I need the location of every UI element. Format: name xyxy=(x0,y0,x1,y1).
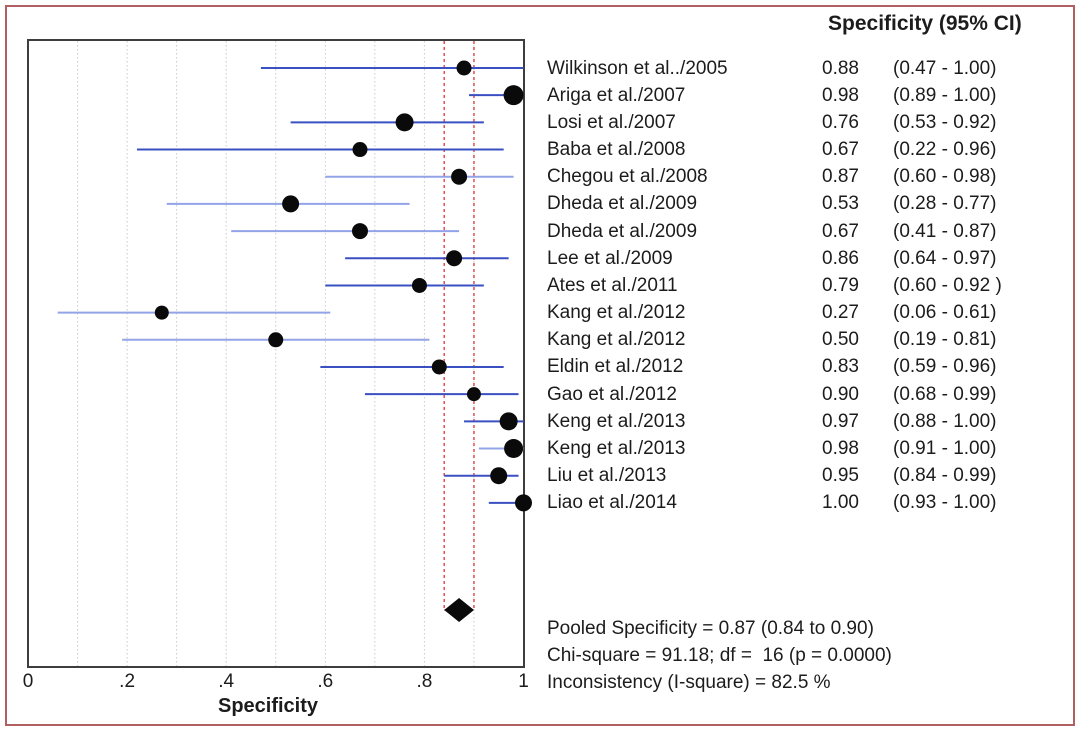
study-point-marker xyxy=(395,113,414,132)
study-label: Losi et al./2007 xyxy=(547,111,676,133)
study-ci: (0.53 - 0.92) xyxy=(893,111,997,133)
study-label: Keng et al./2013 xyxy=(547,410,686,432)
study-label: Eldin et al./2012 xyxy=(547,356,684,378)
study-ci: (0.28 - 0.77) xyxy=(893,193,997,215)
study-point-marker xyxy=(456,60,472,76)
study-point-marker xyxy=(504,439,524,459)
study-ci: (0.41 - 0.87) xyxy=(893,220,997,242)
x-tick-label: .4 xyxy=(218,671,235,692)
study-point-marker xyxy=(503,85,524,106)
study-point-marker xyxy=(154,305,169,320)
study-point-marker xyxy=(490,467,508,485)
study-ci: (0.68 - 0.99) xyxy=(893,383,997,405)
study-estimate: 0.86 xyxy=(822,247,859,269)
study-estimate: 0.79 xyxy=(822,274,859,296)
study-estimate: 0.76 xyxy=(822,111,859,133)
chi-square-line: Chi-square = 91.18; df = 16 (p = 0.0000) xyxy=(547,645,892,666)
x-tick-label: 1 xyxy=(518,671,529,692)
study-ci: (0.60 - 0.98) xyxy=(893,166,997,188)
study-estimate: 0.98 xyxy=(822,438,859,460)
study-estimate: 0.90 xyxy=(822,383,859,405)
column-header-specificity-ci: Specificity (95% CI) xyxy=(828,12,1022,35)
study-ci: (0.84 - 0.99) xyxy=(893,465,997,487)
study-estimate: 0.83 xyxy=(822,356,859,378)
study-point-marker xyxy=(431,359,447,375)
study-ci: (0.19 - 0.81) xyxy=(893,329,997,351)
pooled-diamond xyxy=(444,598,474,622)
study-estimate: 0.98 xyxy=(822,84,859,106)
study-label: Ariga et al./2007 xyxy=(547,84,686,106)
pooled-specificity-line: Pooled Specificity = 0.87 (0.84 to 0.90) xyxy=(547,618,874,639)
study-label: Liao et al./2014 xyxy=(547,492,677,514)
study-estimate: 0.67 xyxy=(822,139,859,161)
study-label: Dheda et al./2009 xyxy=(547,220,698,242)
study-estimate: 0.27 xyxy=(822,302,859,324)
study-ci: (0.47 - 1.00) xyxy=(893,57,997,79)
study-ci: (0.06 - 0.61) xyxy=(893,302,997,324)
study-point-marker xyxy=(411,277,427,293)
study-estimate: 0.88 xyxy=(822,57,859,79)
study-point-marker xyxy=(446,250,463,267)
x-tick-label: .2 xyxy=(119,671,136,692)
study-point-marker xyxy=(499,412,518,431)
pooled-summary: Pooled Specificity = 0.87 (0.84 to 0.90)… xyxy=(547,615,892,696)
x-tick-label: .6 xyxy=(317,671,334,692)
study-label: Chegou et al./2008 xyxy=(547,166,708,188)
x-axis-title: Specificity xyxy=(217,695,319,717)
study-ci: (0.64 - 0.97) xyxy=(893,247,997,269)
study-point-marker xyxy=(515,494,532,512)
x-tick-label: .8 xyxy=(416,671,433,692)
study-label: Gao et al./2012 xyxy=(547,383,677,405)
study-ci: (0.89 - 1.00) xyxy=(893,84,997,106)
study-ci: (0.88 - 1.00) xyxy=(893,410,997,432)
study-estimate: 0.53 xyxy=(822,193,859,215)
plot-box xyxy=(27,39,525,668)
study-label: Kang et al./2012 xyxy=(547,329,686,351)
study-point-marker xyxy=(268,332,284,348)
study-ci: (0.93 - 1.00) xyxy=(893,492,997,514)
study-label: Lee et al./2009 xyxy=(547,247,673,269)
study-ci: (0.60 - 0.92 ) xyxy=(893,274,1002,296)
study-point-marker xyxy=(451,168,468,185)
study-point-marker xyxy=(351,223,368,240)
study-estimate: 0.97 xyxy=(822,410,859,432)
study-estimate: 0.50 xyxy=(822,329,859,351)
study-label: Wilkinson et al../2005 xyxy=(547,57,728,79)
figure-border xyxy=(5,5,1075,726)
study-label: Ates et al./2011 xyxy=(547,274,678,296)
study-label: Keng et al./2013 xyxy=(547,438,686,460)
study-label: Liu et al./2013 xyxy=(547,465,667,487)
study-point-marker xyxy=(466,387,481,402)
inconsistency-line: Inconsistency (I-square) = 82.5 % xyxy=(547,672,831,693)
study-estimate: 0.95 xyxy=(822,465,859,487)
study-ci: (0.91 - 1.00) xyxy=(893,438,997,460)
study-estimate: 1.00 xyxy=(822,492,859,514)
study-ci: (0.59 - 0.96) xyxy=(893,356,997,378)
study-label: Baba et al./2008 xyxy=(547,139,686,161)
x-tick-label: 0 xyxy=(22,671,34,692)
study-estimate: 0.87 xyxy=(822,166,859,188)
study-point-marker xyxy=(352,142,368,158)
study-label: Kang et al./2012 xyxy=(547,302,686,324)
study-label: Dheda et al./2009 xyxy=(547,193,698,215)
study-estimate: 0.67 xyxy=(822,220,859,242)
study-ci: (0.22 - 0.96) xyxy=(893,139,997,161)
study-point-marker xyxy=(282,195,300,213)
